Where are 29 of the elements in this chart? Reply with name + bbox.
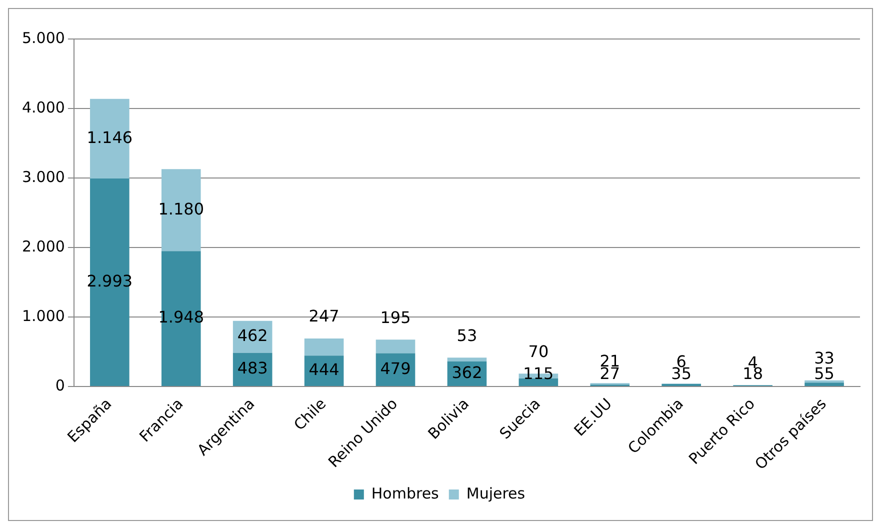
bar xyxy=(161,169,201,252)
data-label: 53 xyxy=(456,326,478,345)
y-tick-label: 5.000 xyxy=(22,28,65,47)
y-tick-label: 3.000 xyxy=(22,168,65,186)
data-label: 483 xyxy=(237,358,268,378)
data-label: 362 xyxy=(452,362,482,382)
data-label: 1.948 xyxy=(158,308,204,327)
data-label: 115 xyxy=(523,364,554,384)
data-label: 462 xyxy=(237,326,268,346)
data-label: 70 xyxy=(528,342,549,361)
y-tick-label: 1.000 xyxy=(22,306,65,325)
legend-label: Mujeres xyxy=(466,484,526,502)
data-label: 479 xyxy=(380,358,411,378)
y-tick-label: 2.000 xyxy=(22,237,65,256)
y-tick-label: 4.000 xyxy=(22,98,65,116)
data-label: 195 xyxy=(380,308,411,327)
y-tick-label: 0 xyxy=(55,376,65,394)
bar xyxy=(304,338,344,356)
bar xyxy=(376,340,416,354)
bar xyxy=(161,251,201,386)
data-label: 247 xyxy=(308,306,340,326)
bar xyxy=(447,358,487,362)
bar xyxy=(90,98,130,178)
bar xyxy=(804,382,844,386)
legend-label: Hombres xyxy=(371,484,440,502)
data-label: 1.180 xyxy=(158,199,204,218)
data-label: 444 xyxy=(308,360,340,379)
bar xyxy=(518,378,558,386)
data-label: 1.146 xyxy=(86,128,133,147)
